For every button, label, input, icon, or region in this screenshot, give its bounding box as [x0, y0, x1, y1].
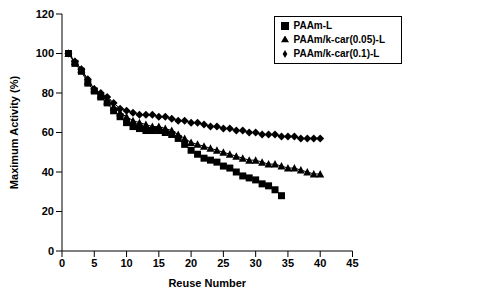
svg-text:5: 5 — [91, 257, 97, 269]
svg-text:0: 0 — [48, 245, 54, 257]
svg-text:30: 30 — [250, 257, 262, 269]
html-text:PAAm-L: PAAm-L — [293, 20, 333, 31]
svg-text:60: 60 — [42, 126, 54, 138]
svg-text:0: 0 — [59, 257, 65, 269]
svg-text:45: 45 — [346, 257, 358, 269]
svg-text:15: 15 — [153, 257, 165, 269]
svg-text:80: 80 — [42, 87, 54, 99]
svg-text:40: 40 — [42, 166, 54, 178]
svg-text:40: 40 — [314, 257, 326, 269]
svg-text:Maximum Activity (%): Maximum Activity (%) — [8, 76, 20, 190]
svg-text:Reuse Number: Reuse Number — [168, 277, 246, 289]
html-text:PAAm/k-car(0.05)-L: PAAm/k-car(0.05)-L — [293, 34, 385, 45]
html-text:PAAm/k-car(0.1)-L: PAAm/k-car(0.1)-L — [293, 48, 380, 59]
svg-text:120: 120 — [36, 8, 54, 20]
svg-text:20: 20 — [185, 257, 197, 269]
svg-text:10: 10 — [120, 257, 132, 269]
svg-text:35: 35 — [282, 257, 294, 269]
svg-text:25: 25 — [217, 257, 229, 269]
svg-text:20: 20 — [42, 205, 54, 217]
svg-text:100: 100 — [36, 47, 54, 59]
